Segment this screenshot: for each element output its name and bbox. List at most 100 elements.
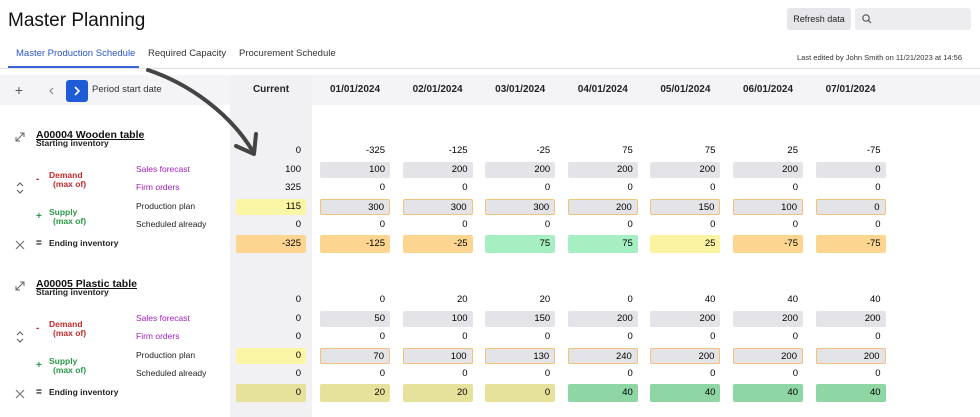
remove-icon[interactable] xyxy=(14,387,26,405)
value-cell[interactable]: 200 xyxy=(650,348,721,364)
value-cell[interactable]: 150 xyxy=(485,311,556,327)
product-name[interactable]: A00004 Wooden table xyxy=(36,129,145,141)
collapse-icon[interactable] xyxy=(14,279,26,297)
value-cell: 0 xyxy=(627,294,633,305)
value-cell: 0 xyxy=(792,182,798,193)
value-cell[interactable]: 200 xyxy=(733,162,803,178)
value-cell: 0 xyxy=(875,219,881,230)
expand-icon[interactable] xyxy=(14,330,26,348)
value-cell[interactable]: 200 xyxy=(733,348,803,364)
expand-icon-glyph xyxy=(16,331,24,343)
refresh-button[interactable]: Refresh data xyxy=(787,8,851,30)
value-cell[interactable]: 0 xyxy=(236,348,306,364)
value-cell[interactable]: 200 xyxy=(650,311,721,327)
ending-sign: = xyxy=(36,387,42,398)
ending-cell: -125 xyxy=(320,235,390,253)
value-cell[interactable]: 200 xyxy=(650,162,721,178)
value-cell[interactable]: 50 xyxy=(320,311,390,327)
column-header: Current xyxy=(252,84,290,95)
tab[interactable]: Required Capacity xyxy=(148,48,227,59)
next-period[interactable] xyxy=(66,80,88,102)
value-cell[interactable]: 100 xyxy=(402,348,473,364)
value-cell[interactable]: 115 xyxy=(236,199,306,215)
row-label: Sales forecast xyxy=(136,313,190,323)
value-cell[interactable]: 130 xyxy=(485,348,556,364)
value-cell: 0 xyxy=(544,331,551,342)
value-cell[interactable]: 200 xyxy=(815,311,886,327)
value-cell: 0 xyxy=(462,182,468,193)
value-cell[interactable]: 150 xyxy=(650,199,721,215)
row-label: Scheduled already xyxy=(136,368,207,378)
active-tab-underline xyxy=(8,66,139,68)
tab[interactable]: Master Production Schedule xyxy=(16,48,136,59)
remove-icon[interactable] xyxy=(14,238,26,256)
row-label: Sales forecast xyxy=(136,164,190,174)
expand-icon[interactable] xyxy=(14,181,26,199)
value-cell: 0 xyxy=(295,294,301,305)
ending-cell: 20 xyxy=(402,384,473,402)
demand-sublabel: (max of) xyxy=(53,328,87,338)
value-cell: 0 xyxy=(379,294,385,305)
value-cell: 325 xyxy=(285,182,301,193)
value-cell[interactable]: 200 xyxy=(567,199,638,215)
ending-cell: 75 xyxy=(485,235,556,253)
value-cell[interactable]: 200 xyxy=(485,162,556,178)
product-name[interactable]: A00005 Plastic table xyxy=(36,278,137,290)
collapse-icon[interactable] xyxy=(14,130,26,148)
value-cell[interactable]: 0 xyxy=(815,162,886,178)
value-cell[interactable]: 240 xyxy=(567,348,638,364)
value-cell[interactable]: 70 xyxy=(320,348,390,364)
value-cell[interactable]: 300 xyxy=(320,199,390,215)
tab[interactable]: Procurement Schedule xyxy=(239,48,336,59)
value-cell[interactable]: 0 xyxy=(815,199,886,215)
value-cell[interactable]: 300 xyxy=(485,199,556,215)
value-cell: 0 xyxy=(295,331,301,342)
search-box[interactable] xyxy=(855,8,971,30)
row-label: Production plan xyxy=(136,350,196,360)
supply-label: Supply xyxy=(49,207,78,217)
ending-cell: -75 xyxy=(733,235,803,253)
value-cell[interactable]: 100 xyxy=(320,162,390,178)
search-icon xyxy=(862,14,872,24)
value-cell: 0 xyxy=(875,368,881,379)
row-label: Starting inventory xyxy=(36,138,109,148)
ending-cell: 40 xyxy=(567,384,638,402)
ending-cell: 40 xyxy=(733,384,803,402)
value-cell[interactable]: 100 xyxy=(733,199,803,215)
value-cell: 40 xyxy=(870,294,881,305)
value-cell: 0 xyxy=(792,219,798,230)
value-cell: 0 xyxy=(627,219,633,230)
value-cell[interactable]: 200 xyxy=(567,311,638,327)
ending-cell: 0 xyxy=(236,384,306,402)
next-chevron xyxy=(74,86,81,96)
ending-cell: 20 xyxy=(320,384,390,402)
value-cell[interactable]: 200 xyxy=(567,162,638,178)
column-header: 06/01/2024 xyxy=(742,84,794,95)
demand-sublabel: (max of) xyxy=(53,179,87,189)
value-cell: 100 xyxy=(285,164,301,175)
value-cell: 0 xyxy=(295,368,301,379)
row-label: Ending inventory xyxy=(49,387,119,397)
ending-cell: -25 xyxy=(402,235,473,253)
row-label: Ending inventory xyxy=(49,238,119,248)
value-cell: 0 xyxy=(875,331,881,342)
value-cell[interactable]: 200 xyxy=(733,311,803,327)
value-cell: 0 xyxy=(462,331,468,342)
value-cell: 0 xyxy=(710,331,716,342)
supply-sign: + xyxy=(36,211,42,222)
value-cell[interactable]: 200 xyxy=(402,162,473,178)
add-button[interactable]: + xyxy=(14,82,24,98)
value-cell[interactable]: 100 xyxy=(402,311,473,327)
row-label: Starting inventory xyxy=(36,287,109,297)
supply-label: Supply xyxy=(49,356,78,366)
value-cell: 40 xyxy=(704,294,716,305)
value-cell[interactable]: 300 xyxy=(402,199,473,215)
column-header: 02/01/2024 xyxy=(412,84,463,95)
row-label: Firm orders xyxy=(136,331,180,341)
value-cell: 0 xyxy=(295,313,301,324)
prev-period[interactable] xyxy=(49,87,54,95)
value-cell: 0 xyxy=(627,331,633,342)
value-cell[interactable]: 200 xyxy=(815,348,886,364)
supply-sublabel: (max of) xyxy=(53,365,87,375)
column-header: 01/01/2024 xyxy=(329,84,381,95)
